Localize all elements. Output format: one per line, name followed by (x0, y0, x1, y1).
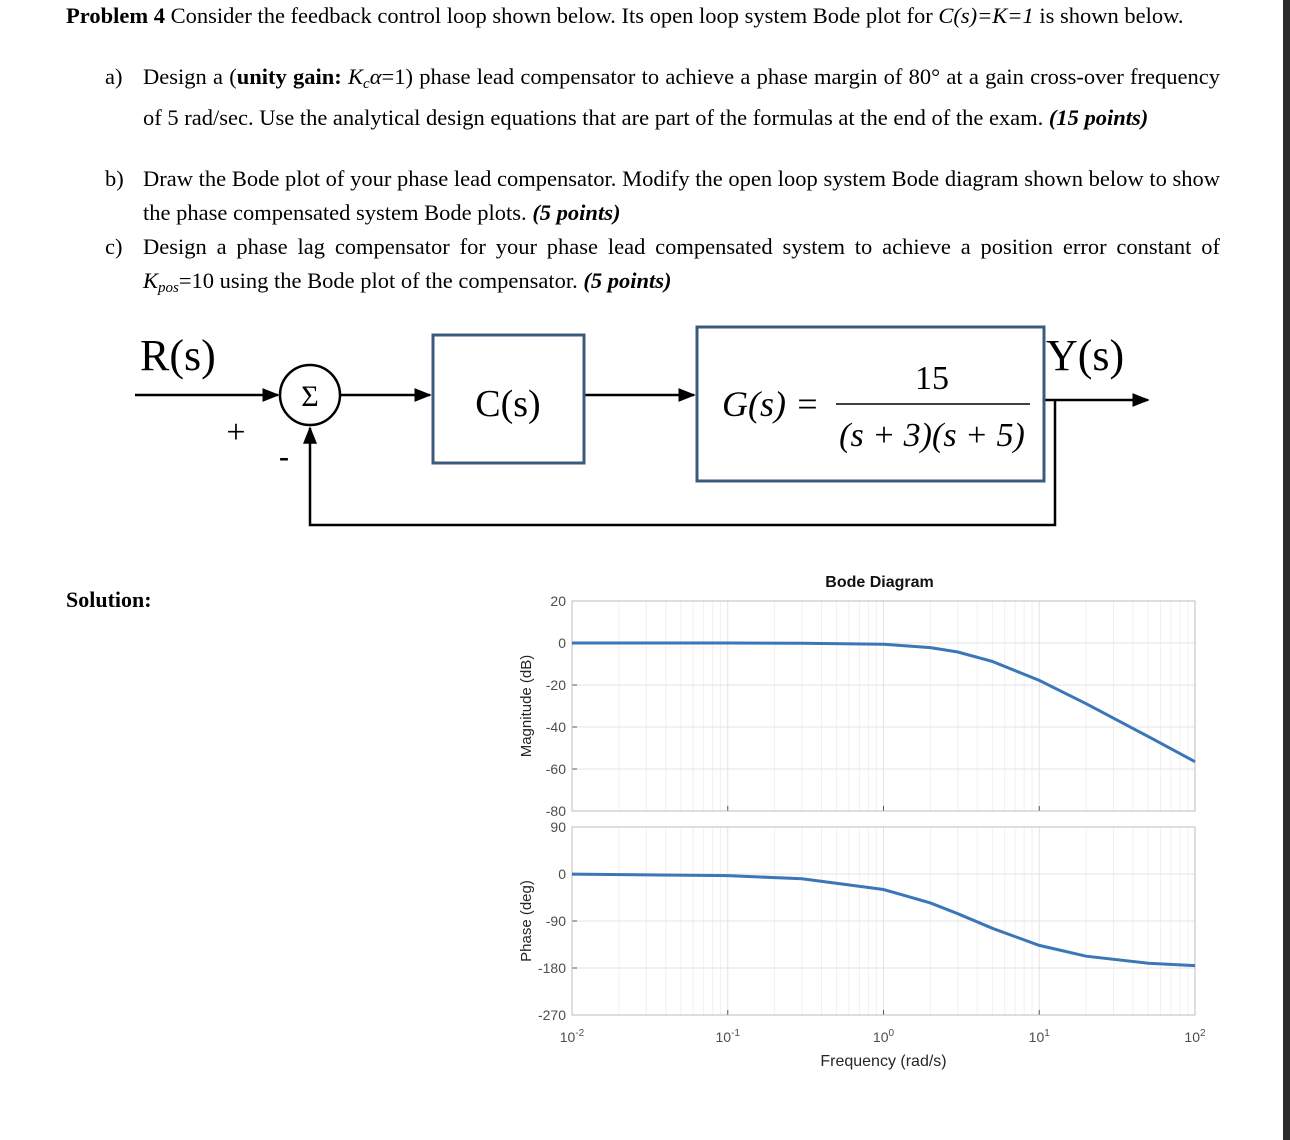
x-tick-label: 102 (1184, 1028, 1206, 1045)
sum-symbol: Σ (301, 380, 318, 413)
plant-denominator: (s + 3)(s + 5) (839, 417, 1025, 454)
x-tick-label: 101 (1029, 1028, 1051, 1045)
part-run: Design a phase lag compensator for your … (143, 234, 1220, 259)
x-tick-base: 10 (873, 1029, 889, 1045)
part-run: K (348, 64, 364, 89)
part-run: K (143, 268, 159, 293)
bode-line (571, 872, 1196, 968)
part-run: (5 points) (583, 268, 672, 293)
block-diagram: R(s) Σ + - C(s) G(s) = 15 (s + 3)(s + 5)… (135, 325, 1150, 527)
axes-box (571, 826, 1196, 1016)
intro-run: Consider the feedback control loop shown… (164, 3, 939, 28)
y-axis-label: Magnitude (dB) (518, 655, 535, 758)
summing-junction (278, 363, 342, 427)
y-tick-label: -40 (546, 719, 566, 735)
plant-numerator: 15 (915, 360, 949, 397)
part-text: Design a phase lag compensator for your … (143, 230, 1220, 305)
y-axis-label: Phase (deg) (518, 880, 535, 962)
x-tick-base: 10 (1029, 1029, 1045, 1045)
plant-box (695, 325, 1046, 483)
x-tick-base: 10 (560, 1029, 576, 1045)
part-text: Design a (unity gain: Kcα=1) phase lead … (143, 60, 1220, 135)
y-tick-label: -20 (546, 677, 566, 693)
x-tick-exponent: -2 (575, 1028, 584, 1039)
y-tick-label: 20 (550, 593, 566, 609)
axes-box (571, 600, 1196, 812)
part-run: =10 using the Bode plot of the compensat… (178, 268, 584, 293)
wires (135, 388, 1150, 527)
question-part: c) Design a phase lag compensator for you… (105, 230, 1220, 305)
part-run: (5 points) (532, 200, 621, 225)
bode-line (572, 641, 1196, 763)
minus-sign: - (279, 440, 289, 473)
part-run: (15 points) (1048, 105, 1149, 130)
x-tick-label: 10-2 (560, 1028, 585, 1045)
x-tick-base: 10 (1184, 1029, 1200, 1045)
chart-title: Bode Diagram (825, 574, 933, 591)
y-tick-label: -180 (538, 960, 566, 976)
part-label: c) (105, 234, 123, 259)
y-tick-label: -270 (538, 1007, 566, 1023)
part-run: pos (158, 280, 179, 296)
part-text: Draw the Bode plot of your phase lead co… (143, 162, 1220, 230)
y-tick-label: 0 (558, 866, 566, 882)
part-run: Draw the Bode plot of your phase lead co… (143, 166, 1220, 225)
y-tick-label: 90 (550, 819, 566, 835)
part-label: a) (105, 64, 123, 89)
x-tick-exponent: -1 (731, 1028, 740, 1039)
part-run: c (363, 76, 370, 92)
intro-run: C(s)=K=1 (938, 3, 1034, 28)
y-tick-label: -80 (546, 803, 566, 819)
intro: Problem 4 Consider the feedback control … (66, 0, 1220, 31)
plant-lhs: G(s) = (722, 384, 819, 424)
intro-run: Problem 4 (66, 3, 165, 28)
x-tick-exponent: 2 (1200, 1028, 1206, 1039)
part-run: =1) phase lead compensator to achieve a … (143, 64, 1221, 130)
output-label: Y(s) (1046, 331, 1124, 380)
x-tick-base: 10 (716, 1029, 732, 1045)
part-run: Design a ( (143, 64, 237, 89)
solution-label: Solution: (66, 587, 152, 612)
x-axis-label: Frequency (rad/s) (820, 1053, 946, 1070)
y-tick-label: -60 (546, 761, 566, 777)
controller-box (431, 333, 586, 465)
question-part: b) Draw the Bode plot of your phase lead … (105, 162, 1220, 230)
controller-label: C(s) (475, 383, 540, 425)
part-label: b) (105, 166, 124, 191)
x-tick-exponent: 1 (1044, 1028, 1050, 1039)
x-tick-label: 100 (873, 1028, 895, 1045)
part-run: unity gain: (236, 64, 349, 89)
x-tick-exponent: 0 (889, 1028, 895, 1039)
plus-sign: + (226, 414, 245, 451)
input-label: R(s) (140, 331, 216, 380)
y-tick-label: -90 (546, 913, 566, 929)
screen-edge (1283, 0, 1290, 1140)
x-tick-label: 10-1 (716, 1028, 741, 1045)
part-run: α (369, 64, 382, 89)
question-part: a) Design a (unity gain: Kcα=1) phase lea… (105, 60, 1220, 135)
intro-run: is shown below. (1033, 3, 1184, 28)
y-tick-label: 0 (558, 635, 566, 651)
